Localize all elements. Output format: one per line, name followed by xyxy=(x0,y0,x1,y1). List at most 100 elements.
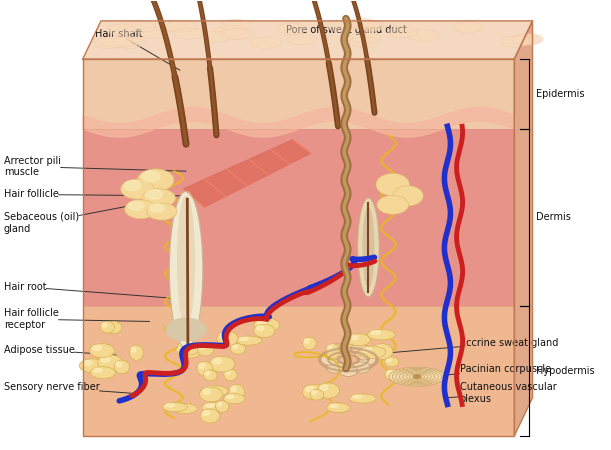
Ellipse shape xyxy=(251,37,281,48)
Ellipse shape xyxy=(414,375,421,378)
Ellipse shape xyxy=(354,21,384,32)
Ellipse shape xyxy=(276,23,307,35)
Ellipse shape xyxy=(329,344,346,354)
Ellipse shape xyxy=(224,394,245,404)
Ellipse shape xyxy=(287,34,317,45)
Ellipse shape xyxy=(82,360,92,365)
Ellipse shape xyxy=(413,375,421,378)
Ellipse shape xyxy=(406,373,428,380)
Ellipse shape xyxy=(205,404,214,407)
Text: Pacinian corpuscle: Pacinian corpuscle xyxy=(423,364,551,378)
Polygon shape xyxy=(82,21,533,59)
Ellipse shape xyxy=(89,343,114,358)
Ellipse shape xyxy=(176,345,199,355)
Ellipse shape xyxy=(306,387,314,392)
Ellipse shape xyxy=(214,25,245,36)
Ellipse shape xyxy=(219,333,227,338)
Ellipse shape xyxy=(180,349,200,358)
Ellipse shape xyxy=(327,403,349,413)
Ellipse shape xyxy=(101,36,131,47)
Ellipse shape xyxy=(145,190,162,199)
Text: Adipose tissue: Adipose tissue xyxy=(4,345,116,355)
Ellipse shape xyxy=(371,344,393,360)
Ellipse shape xyxy=(367,329,395,340)
Polygon shape xyxy=(82,129,514,306)
Ellipse shape xyxy=(302,337,316,350)
Ellipse shape xyxy=(204,387,214,391)
Ellipse shape xyxy=(363,208,374,287)
Ellipse shape xyxy=(236,336,262,345)
Ellipse shape xyxy=(302,384,327,400)
Ellipse shape xyxy=(107,323,113,327)
Ellipse shape xyxy=(101,357,109,362)
Text: Hair root: Hair root xyxy=(4,282,183,299)
Text: Hair follicle: Hair follicle xyxy=(4,189,183,199)
Text: Epidermis: Epidermis xyxy=(536,89,584,99)
Ellipse shape xyxy=(225,370,230,374)
Ellipse shape xyxy=(114,37,145,48)
Ellipse shape xyxy=(393,186,423,206)
Ellipse shape xyxy=(339,365,357,376)
Ellipse shape xyxy=(327,346,332,351)
Ellipse shape xyxy=(200,386,228,396)
Ellipse shape xyxy=(199,345,205,349)
Ellipse shape xyxy=(353,395,362,398)
Ellipse shape xyxy=(352,362,370,373)
Ellipse shape xyxy=(500,36,530,47)
Ellipse shape xyxy=(403,372,431,382)
Text: Sensory nerve fiber: Sensory nerve fiber xyxy=(4,382,131,393)
Ellipse shape xyxy=(389,367,445,386)
Ellipse shape xyxy=(155,20,185,32)
Ellipse shape xyxy=(166,318,206,341)
Ellipse shape xyxy=(359,346,386,358)
Ellipse shape xyxy=(513,33,543,45)
Ellipse shape xyxy=(232,345,238,349)
Ellipse shape xyxy=(210,356,235,372)
Ellipse shape xyxy=(327,21,357,32)
Ellipse shape xyxy=(199,363,205,369)
Ellipse shape xyxy=(408,30,439,41)
Ellipse shape xyxy=(111,36,142,46)
Ellipse shape xyxy=(131,347,136,352)
Polygon shape xyxy=(183,140,310,207)
Text: Hair follicle
receptor: Hair follicle receptor xyxy=(4,308,150,330)
Ellipse shape xyxy=(183,350,189,353)
Ellipse shape xyxy=(320,385,327,390)
Ellipse shape xyxy=(396,369,438,384)
Ellipse shape xyxy=(386,358,392,362)
Ellipse shape xyxy=(321,354,339,365)
Ellipse shape xyxy=(220,19,251,31)
Ellipse shape xyxy=(254,318,279,332)
Ellipse shape xyxy=(142,189,175,207)
Ellipse shape xyxy=(79,359,106,373)
Ellipse shape xyxy=(226,395,233,399)
Ellipse shape xyxy=(200,409,220,423)
Ellipse shape xyxy=(178,197,194,325)
Ellipse shape xyxy=(90,367,115,379)
Ellipse shape xyxy=(128,201,144,211)
Ellipse shape xyxy=(224,369,237,381)
Ellipse shape xyxy=(202,402,229,413)
Ellipse shape xyxy=(100,321,114,333)
Ellipse shape xyxy=(376,173,409,196)
Ellipse shape xyxy=(326,362,345,373)
Ellipse shape xyxy=(149,204,164,212)
Ellipse shape xyxy=(239,337,248,340)
Ellipse shape xyxy=(205,371,210,375)
Ellipse shape xyxy=(310,389,324,400)
Ellipse shape xyxy=(257,320,266,324)
Ellipse shape xyxy=(374,346,381,351)
Ellipse shape xyxy=(387,27,418,38)
Ellipse shape xyxy=(203,370,217,381)
Ellipse shape xyxy=(197,361,213,376)
Ellipse shape xyxy=(392,369,442,385)
Text: Eccrine sweat gland: Eccrine sweat gland xyxy=(389,338,558,353)
Ellipse shape xyxy=(317,383,339,398)
Text: Hair shaft: Hair shaft xyxy=(95,29,180,70)
Text: Pore of sweat gland duct: Pore of sweat gland duct xyxy=(287,25,408,61)
Ellipse shape xyxy=(202,389,210,394)
Ellipse shape xyxy=(385,369,400,381)
Ellipse shape xyxy=(351,344,368,354)
Text: Dermis: Dermis xyxy=(536,212,571,222)
Ellipse shape xyxy=(175,405,184,408)
